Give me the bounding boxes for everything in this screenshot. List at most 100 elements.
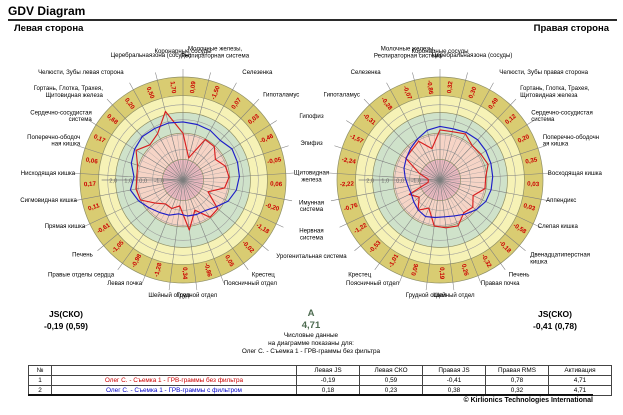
sector-spoke: [439, 179, 550, 202]
sector-spoke: [346, 120, 441, 181]
scale-tick-label: -1,0: [411, 178, 421, 184]
sector-value-label: 0,03: [522, 202, 536, 213]
fine-spoke: [150, 179, 184, 215]
sector-value-label: -0,07: [401, 85, 413, 101]
table-bottom-divider: [28, 394, 593, 396]
fine-spoke: [403, 149, 441, 181]
sector-value-label: -0,05: [267, 156, 283, 166]
sector-spoke: [439, 179, 506, 270]
sector-spoke: [182, 179, 293, 202]
right-rms-cell: 0,78: [485, 375, 549, 386]
sector-spoke: [425, 179, 441, 291]
fine-spoke: [143, 179, 184, 206]
sector-spoke: [129, 82, 184, 181]
right-js-cell: -0,41: [422, 375, 486, 386]
sector-value-label: 0,09: [189, 80, 198, 93]
sector-spoke: [439, 179, 526, 251]
sector-label: Гипоталамус: [324, 92, 360, 99]
sector-value-label: -0,86: [203, 262, 213, 278]
fine-spoke: [182, 149, 220, 181]
sector-spoke: [141, 179, 184, 284]
scale-tick-label: -1,0: [154, 178, 164, 184]
scale-tick-label: 0,0: [139, 178, 147, 184]
sector-label: Левая почка: [107, 280, 142, 287]
sector-spoke: [182, 179, 249, 270]
fine-spoke: [182, 171, 230, 181]
sector-label: Восходящая кишка: [548, 170, 603, 177]
col-header-right-rms: Правая RMS: [485, 365, 549, 376]
left-js-sko-label: JS(СКО): [49, 309, 83, 319]
right-js-sko-label: JS(СКО): [538, 309, 572, 319]
sector-value-label: 0,17: [92, 133, 106, 145]
sector-value-label: -1,28: [153, 262, 163, 278]
fine-spoke: [136, 179, 184, 184]
sector-label: Печень: [509, 272, 530, 279]
fine-spoke: [439, 179, 452, 226]
fine-spoke: [155, 141, 184, 181]
sector-label: Сигмовидная кишка: [20, 197, 77, 204]
sector-label: Грудной отдел: [177, 292, 218, 299]
series-polyline-blue: [403, 125, 494, 219]
sector-label: Печень: [72, 252, 93, 259]
sector-label: Коронарные сосуды: [154, 48, 211, 55]
sector-spoke: [72, 172, 184, 181]
col-header-left-js: Левая JS: [296, 365, 360, 376]
sector-label: Молочные железы, Респираторная система: [181, 46, 250, 60]
fine-spoke: [182, 179, 223, 206]
sector-value-label: -0,20: [264, 202, 280, 213]
sector-spoke: [439, 82, 494, 181]
sector-label: Селезенка: [242, 69, 273, 76]
sector-spoke: [155, 72, 184, 181]
sector-label: Гортань, Глотка, Трахея, Щитовидная желез…: [34, 85, 104, 99]
sector-spoke: [182, 179, 284, 228]
sector-spoke: [374, 179, 441, 270]
sector-spoke: [439, 179, 455, 291]
sector-spoke: [182, 172, 294, 181]
sector-spoke: [439, 120, 534, 181]
sector-label: Слепая кишка: [538, 223, 579, 230]
sector-spoke: [82, 179, 184, 228]
sector-value-label: 0,30: [467, 85, 478, 99]
sector-spoke: [329, 172, 441, 181]
center-info-block: А 4,71 Числовые данные на диаграмме пока…: [161, 308, 461, 356]
sector-spoke: [330, 179, 441, 202]
sector-spoke: [439, 179, 482, 284]
sector-value-label: 0,06: [410, 263, 420, 277]
sector-spoke: [182, 145, 289, 181]
sector-value-label: 0,06: [85, 156, 99, 165]
sector-value-label: 1,70: [169, 81, 178, 94]
sector-value-label: 0,32: [446, 80, 455, 93]
sector-spoke: [439, 72, 468, 181]
fine-spoke: [182, 133, 190, 181]
copyright-text: © Kirlionics Technologies International: [463, 397, 594, 404]
sector-spoke: [182, 179, 198, 291]
fine-spoke: [393, 171, 441, 181]
sector-spoke: [97, 179, 184, 251]
note-line: на диаграмме показаны для:: [268, 340, 354, 347]
fine-spoke: [407, 179, 441, 215]
page-title: GDV Diagram: [8, 4, 86, 18]
fine-spoke: [182, 159, 226, 181]
col-header-activation: Активация: [548, 365, 612, 376]
table-header-row: № Левая JS Левая СКО Правая JS Правая RM…: [28, 365, 612, 376]
table-row: 2 Олег С. - Съемка 1 - ГРВ-граммы с филь…: [28, 385, 612, 396]
sector-label: Двенадцатиперстная кишка: [530, 252, 590, 266]
sector-spoke: [398, 179, 441, 284]
sector-spoke: [73, 179, 184, 202]
left-diagram-title: Левая сторона: [14, 23, 84, 34]
series-polyline-red: [135, 110, 230, 231]
fine-spoke: [439, 179, 463, 222]
sector-label: Церебральнаязона (сосуды): [432, 52, 513, 59]
fine-spoke: [182, 179, 230, 184]
col-header-name: [51, 365, 297, 376]
sector-label: Церебральнаязона (сосуды): [111, 52, 192, 59]
row-number: 1: [28, 375, 52, 386]
sector-spoke: [182, 120, 277, 181]
gdv-radar-diagrams: 2,0 1,0 0,0 -1,00,09 -1,500,070,03-0,46-0,05…: [20, 46, 603, 300]
sector-label: Урогенитальная система: [276, 253, 347, 260]
fine-spoke: [439, 179, 473, 215]
measurement-name[interactable]: Олег С. - Съемка 1 - ГРВ-граммы без филь…: [51, 375, 297, 386]
sector-label: Гортань, Глотка, Трахея, Щитовидная желез…: [520, 85, 590, 99]
